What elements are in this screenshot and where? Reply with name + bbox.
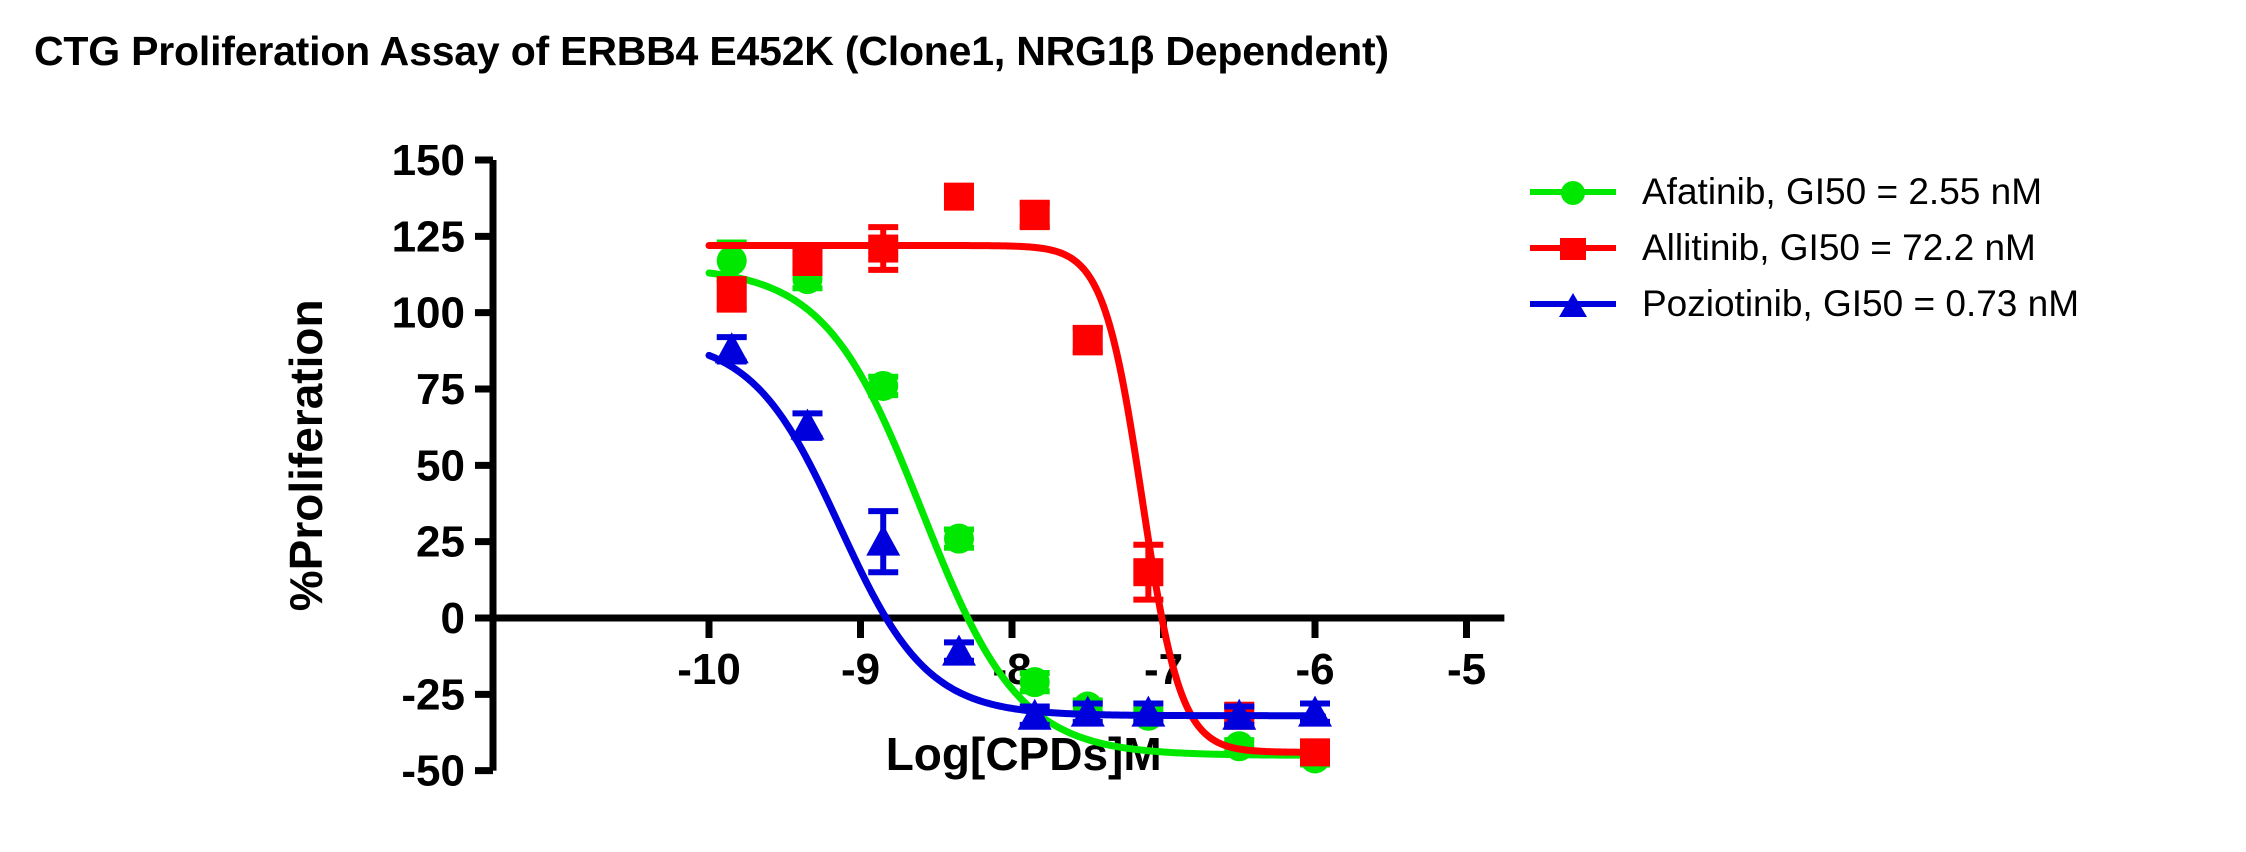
- legend-marker-afatinib: [1530, 171, 1616, 211]
- legend-marker-allitinib: [1530, 227, 1616, 267]
- y-tick-label: 75: [416, 365, 465, 414]
- data-point: [790, 408, 825, 440]
- legend-label-allitinib: Allitinib, GI50 = 72.2 nM: [1642, 226, 2036, 268]
- data-point: [868, 370, 899, 401]
- y-tick-label: -50: [401, 747, 465, 796]
- data-point: [714, 332, 749, 364]
- chart-legend: Afatinib, GI50 = 2.55 nM Allitinib, GI50…: [1530, 163, 2230, 331]
- legend-item-poziotinib[interactable]: Poziotinib, GI50 = 0.73 nM: [1530, 275, 2230, 331]
- data-point: [1131, 695, 1166, 727]
- legend-item-afatinib[interactable]: Afatinib, GI50 = 2.55 nM: [1530, 163, 2230, 219]
- data-point: [866, 524, 901, 556]
- data-point: [1019, 667, 1050, 698]
- legend-marker-poziotinib: [1530, 283, 1616, 323]
- x-tick-label: -9: [841, 645, 880, 694]
- data-point: [716, 280, 747, 309]
- y-tick-label: 0: [441, 594, 465, 643]
- data-point: [943, 182, 974, 211]
- y-tick-label: 150: [392, 136, 465, 185]
- x-tick-label: -5: [1447, 645, 1486, 694]
- y-tick-label: 50: [416, 441, 465, 490]
- x-tick-label: -6: [1295, 645, 1334, 694]
- legend-label-poziotinib: Poziotinib, GI50 = 0.73 nM: [1642, 282, 2080, 324]
- legend-item-allitinib[interactable]: Allitinib, GI50 = 72.2 nM: [1530, 219, 2230, 275]
- data-point: [941, 634, 976, 666]
- data-point: [1072, 326, 1103, 355]
- y-tick-label: 125: [392, 212, 465, 261]
- legend-label-afatinib: Afatinib, GI50 = 2.55 nM: [1642, 170, 2043, 212]
- data-point: [1017, 698, 1052, 730]
- y-tick-label: 100: [392, 289, 465, 338]
- data-point: [1300, 738, 1330, 767]
- page-title: CTG Proliferation Assay of ERBB4 E452K (…: [34, 28, 1389, 74]
- x-axis-label: Log[CPDs]M: [886, 728, 1162, 780]
- y-tick-label: 25: [416, 518, 465, 567]
- data-point: [1019, 200, 1050, 229]
- data-point: [943, 523, 974, 554]
- data-point: [1133, 558, 1164, 587]
- data-point: [792, 246, 823, 275]
- data-point: [1070, 695, 1105, 727]
- y-tick-label: -25: [401, 670, 465, 719]
- series-poziotinib: [705, 332, 1332, 730]
- data-point: [1298, 695, 1332, 727]
- data-point: [716, 245, 747, 276]
- series-afatinib: [705, 239, 1330, 774]
- y-axis-label: %Proliferation: [280, 299, 332, 611]
- data-point: [1222, 698, 1257, 730]
- data-point: [868, 234, 899, 263]
- x-tick-label: -10: [677, 645, 741, 694]
